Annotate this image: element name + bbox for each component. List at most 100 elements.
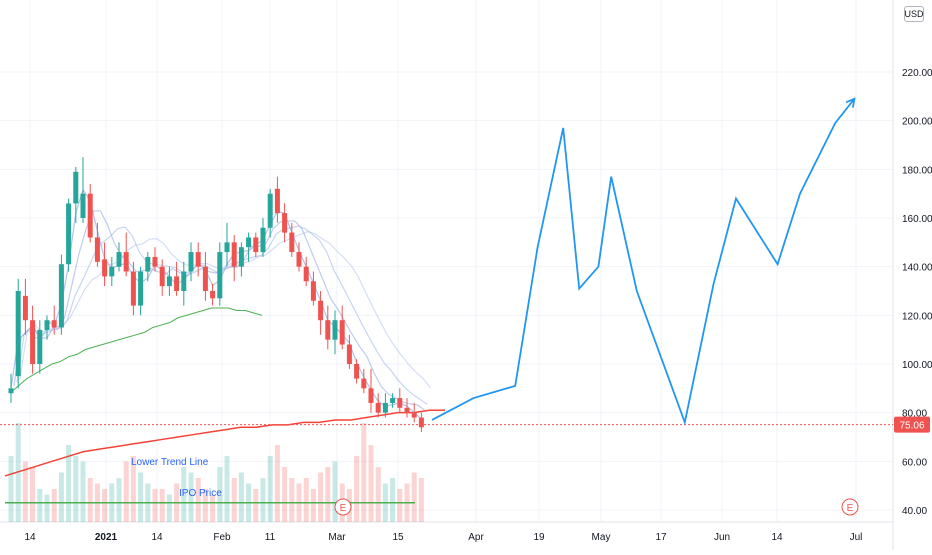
volume-bar [375,467,381,522]
lower-trend-line [4,409,445,477]
earnings-marker [841,498,859,516]
volume-bar [238,472,244,522]
volume-bar [253,489,259,522]
y-tick-label: 100.00 [902,360,932,371]
candle-body [267,193,273,228]
candle-body [80,193,86,218]
candle-body [145,256,151,272]
y-tick-label: 180.00 [902,165,932,176]
volume-bar [188,472,194,522]
volume-bar [303,478,309,522]
volume-bar [66,445,72,522]
volume-bar [310,489,316,522]
candle-body [346,344,352,364]
volume-bar [159,489,165,522]
candle-body [94,237,100,262]
candle-body [260,227,266,253]
x-tick-label: 14 [771,532,783,543]
candle-body [188,252,194,272]
volume-bar [289,478,295,522]
candle-body [66,203,72,265]
volume-bar [37,489,43,522]
candle-body [382,402,388,413]
candle-body [318,300,324,321]
candle-body [397,398,403,408]
volume-bar [8,456,14,522]
y-tick-label: 80.00 [902,409,927,420]
volume-bar [224,456,230,522]
y-tick-label: 140.00 [902,263,932,274]
x-tick-label: Feb [213,532,231,543]
candle-body [253,237,259,253]
candle-body [73,171,79,204]
projection-line [431,98,856,426]
volume-bar [51,489,57,522]
band-line [10,188,422,420]
candle-body [174,276,180,291]
volume-bar [130,456,136,522]
candle-body [274,188,280,214]
earnings-marker-label: E [340,503,347,514]
candle-body [339,320,345,345]
candle-body [102,259,108,277]
candle-body [310,281,316,301]
volume-bar [30,467,36,522]
candle-body [217,252,223,299]
candle-body [15,291,21,377]
candle-body [390,398,396,403]
x-tick-label: Jun [714,532,730,543]
volume-bar [390,478,396,522]
volume-bar [58,472,64,522]
x-tick-label: 2021 [95,532,118,543]
candle-body [37,329,43,364]
candle-body [296,252,302,267]
volume-bar [332,461,338,522]
earnings-marker-label: E [847,503,854,514]
x-tick-label: Mar [328,532,346,543]
candle-body [361,378,367,389]
y-tick-label: 40.00 [902,506,927,517]
y-tick-label: 220.00 [902,68,932,79]
volume-bar [210,494,216,522]
x-tick-label: 17 [655,532,667,543]
candle-body [51,320,57,328]
candle-body [116,252,122,267]
volume-bar [217,467,223,522]
x-tick-label: Jul [850,532,863,543]
candle-body [8,388,14,394]
volume-bar [231,478,237,522]
currency-badge[interactable]: USD [904,6,924,22]
candle-body [325,320,331,340]
volume-bar [411,472,417,522]
candle-body [418,417,424,428]
sma-line [9,307,263,394]
candle-body [44,320,50,330]
candle-body [411,412,417,418]
volume-bar [116,478,122,522]
volume-bar [166,494,172,522]
volume-bar [102,489,108,522]
candle-body [224,242,230,253]
candle-body [22,295,28,321]
volume-bar [418,478,424,522]
candle-body [166,276,172,287]
candle-body [87,193,93,238]
y-tick-label: 160.00 [902,214,932,225]
band-line [19,230,431,389]
candle-body [202,266,208,291]
projection-arrowhead [845,97,856,108]
candle-body [354,364,360,379]
current-price-badge [894,416,930,433]
x-tick-label: 15 [392,532,404,543]
volume-bar [87,478,93,522]
candle-body [195,252,201,267]
candle-body [368,388,374,403]
candle-body [282,213,288,233]
candle-body [130,271,136,306]
x-tick-label: 14 [151,532,163,543]
candle-body [109,266,115,277]
volume-bar [181,467,187,522]
candle-body [375,402,381,413]
